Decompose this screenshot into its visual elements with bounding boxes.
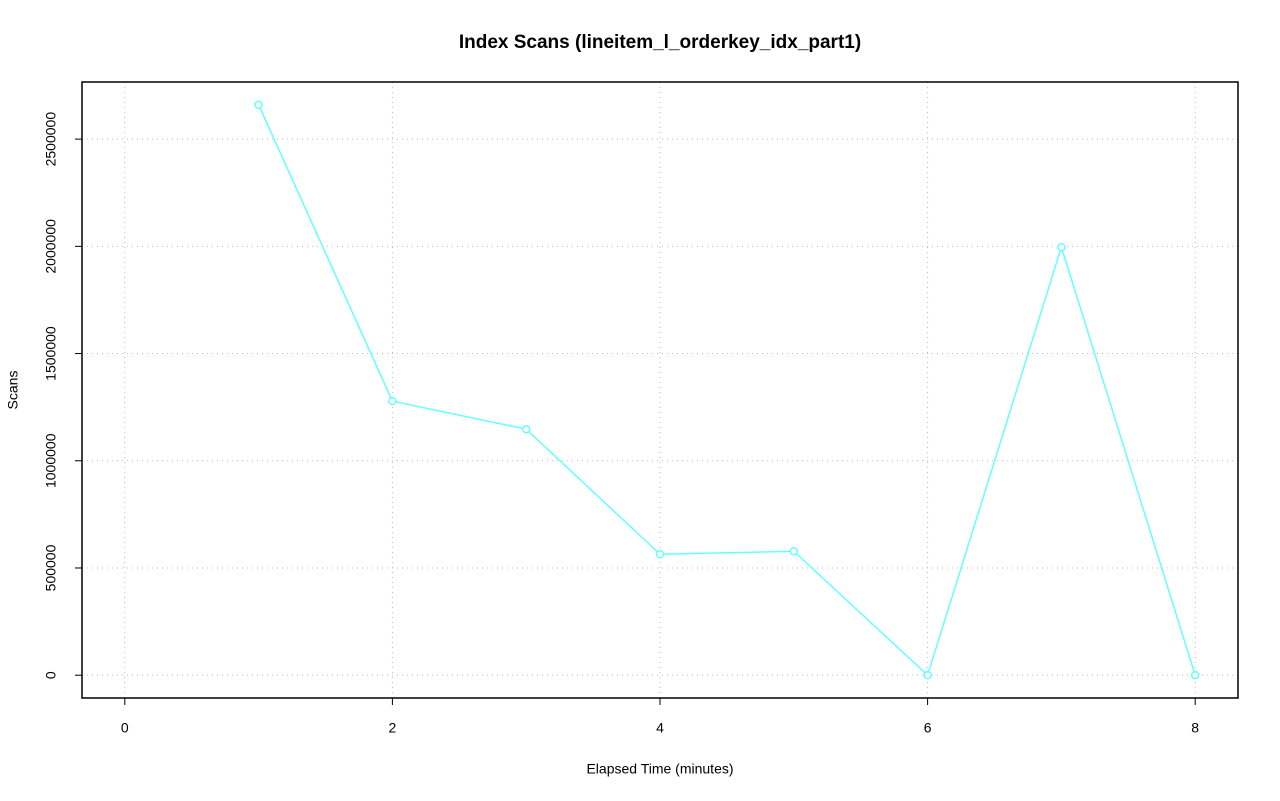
y-tick-label: 500000 bbox=[43, 544, 59, 591]
point bbox=[1057, 242, 1066, 252]
x-tick-label: 2 bbox=[389, 720, 397, 736]
y-tick-label: 2500000 bbox=[43, 112, 59, 167]
x-tick-label: 6 bbox=[924, 720, 932, 736]
y-tick-label: 0 bbox=[43, 671, 59, 679]
plot-frame bbox=[81, 81, 1239, 699]
x-tick-label: 4 bbox=[656, 720, 664, 736]
point bbox=[521, 424, 531, 434]
point bbox=[1190, 670, 1200, 680]
x-axis-label: Elapsed Time (minutes) bbox=[586, 761, 733, 777]
point bbox=[923, 670, 932, 680]
x-tick-label: 0 bbox=[121, 720, 129, 736]
y-tick-label: 1000000 bbox=[43, 433, 59, 488]
point bbox=[789, 546, 799, 556]
x-tick-label: 8 bbox=[1191, 720, 1199, 736]
point bbox=[655, 549, 665, 559]
chart-title: Index Scans (lineitem_l_orderkey_idx_par… bbox=[459, 32, 861, 53]
y-axis-label: Scans bbox=[5, 371, 21, 410]
point bbox=[254, 100, 263, 110]
y-tick-label: 2000000 bbox=[43, 219, 59, 274]
y-tick-label: 1500000 bbox=[43, 326, 59, 381]
line bbox=[257, 104, 1196, 677]
point bbox=[388, 396, 397, 406]
